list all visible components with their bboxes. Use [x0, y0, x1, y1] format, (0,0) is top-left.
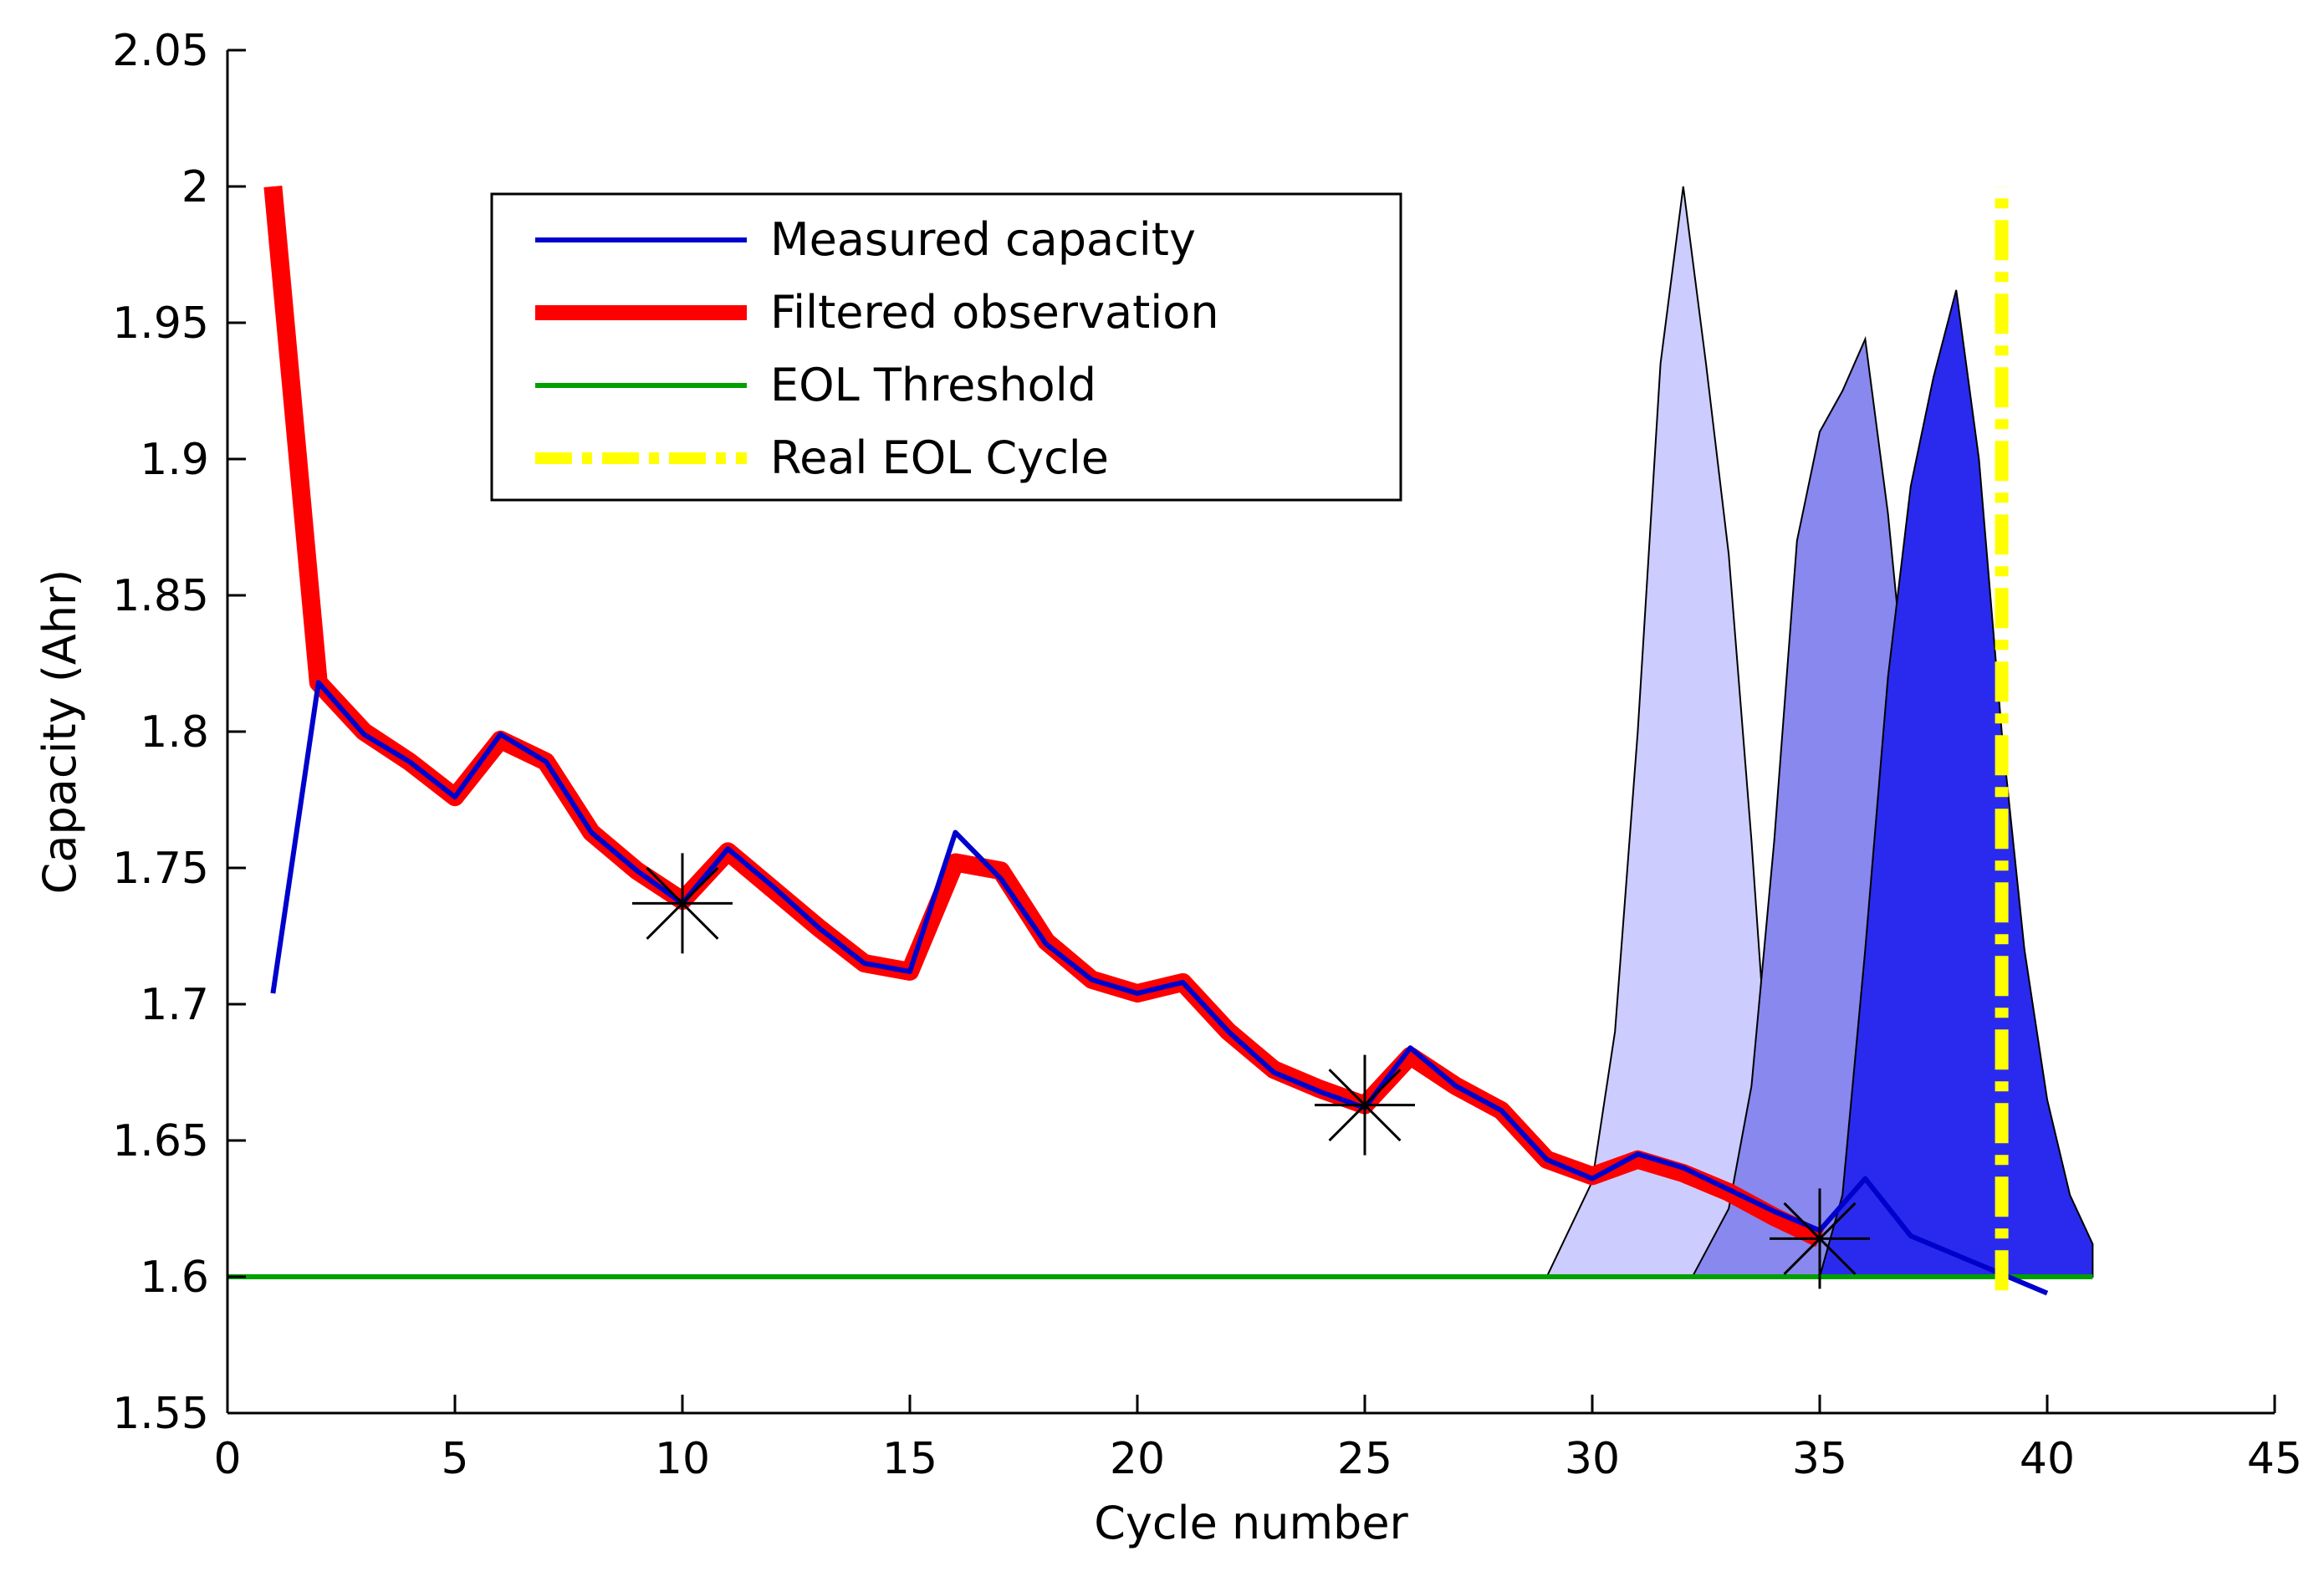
- x-tick-label-3: 15: [882, 1434, 937, 1484]
- y-tick-label-7: 1.9: [140, 435, 209, 485]
- distribution-3: [1818, 289, 2094, 1278]
- prediction-distributions: [1545, 186, 2094, 1278]
- prediction-markers: [632, 853, 1870, 1289]
- y-tick-label-5: 1.8: [140, 707, 209, 758]
- y-tick-label-8: 1.95: [112, 298, 209, 349]
- x-tick-label-4: 20: [1110, 1434, 1165, 1484]
- x-tick-label-0: 0: [213, 1434, 241, 1484]
- x-tick-label-7: 35: [1792, 1434, 1847, 1484]
- axes: 0 5 10 15 20 25 30 35 40 45 1.55 1.6 1.65 1.7 1.75 1.8 1…: [112, 26, 2302, 1484]
- star-marker-2: [1315, 1054, 1415, 1156]
- legend-box: [490, 192, 1402, 502]
- x-tick-label-5: 25: [1337, 1434, 1392, 1484]
- x-tick-label-8: 40: [2020, 1434, 2075, 1484]
- series-line-1: [270, 680, 2049, 1296]
- y-axis-label: Capacity (Ahr): [33, 569, 86, 895]
- y-tick-label-4: 1.75: [112, 844, 209, 894]
- legend: Measured capacity Filtered observation EOL…: [490, 192, 1402, 502]
- x-axis-label: Cycle number: [1094, 1497, 1408, 1549]
- x-tick-label-9: 45: [2247, 1434, 2302, 1484]
- star-marker-3: [1770, 1188, 1870, 1289]
- star-marker-stroke: [646, 866, 719, 940]
- y-tick-label-2: 1.65: [112, 1116, 209, 1166]
- y-tick-label-3: 1.7: [140, 980, 209, 1030]
- legend-label-4: Real EOL Cycle: [770, 431, 1109, 484]
- x-tick-label-6: 30: [1565, 1434, 1620, 1484]
- y-tick-label-0: 1.55: [112, 1389, 209, 1439]
- y-tick-label-1: 1.6: [140, 1253, 209, 1303]
- legend-label-3: EOL Threshold: [770, 359, 1096, 411]
- star-marker-1: [632, 853, 733, 954]
- x-tick-label-1: 5: [441, 1434, 468, 1484]
- legend-label-1: Measured capacity: [770, 213, 1196, 266]
- star-marker-stroke: [1328, 1069, 1402, 1142]
- y-tick-label-6: 1.85: [112, 571, 209, 621]
- y-tick-label-10: 2.05: [112, 26, 209, 76]
- star-marker-stroke: [1783, 1202, 1857, 1275]
- series-lines: [227, 185, 2093, 1296]
- legend-label-2: Filtered observation: [770, 286, 1219, 339]
- y-tick-label-9: 2: [181, 162, 209, 212]
- x-tick-label-2: 10: [655, 1434, 710, 1484]
